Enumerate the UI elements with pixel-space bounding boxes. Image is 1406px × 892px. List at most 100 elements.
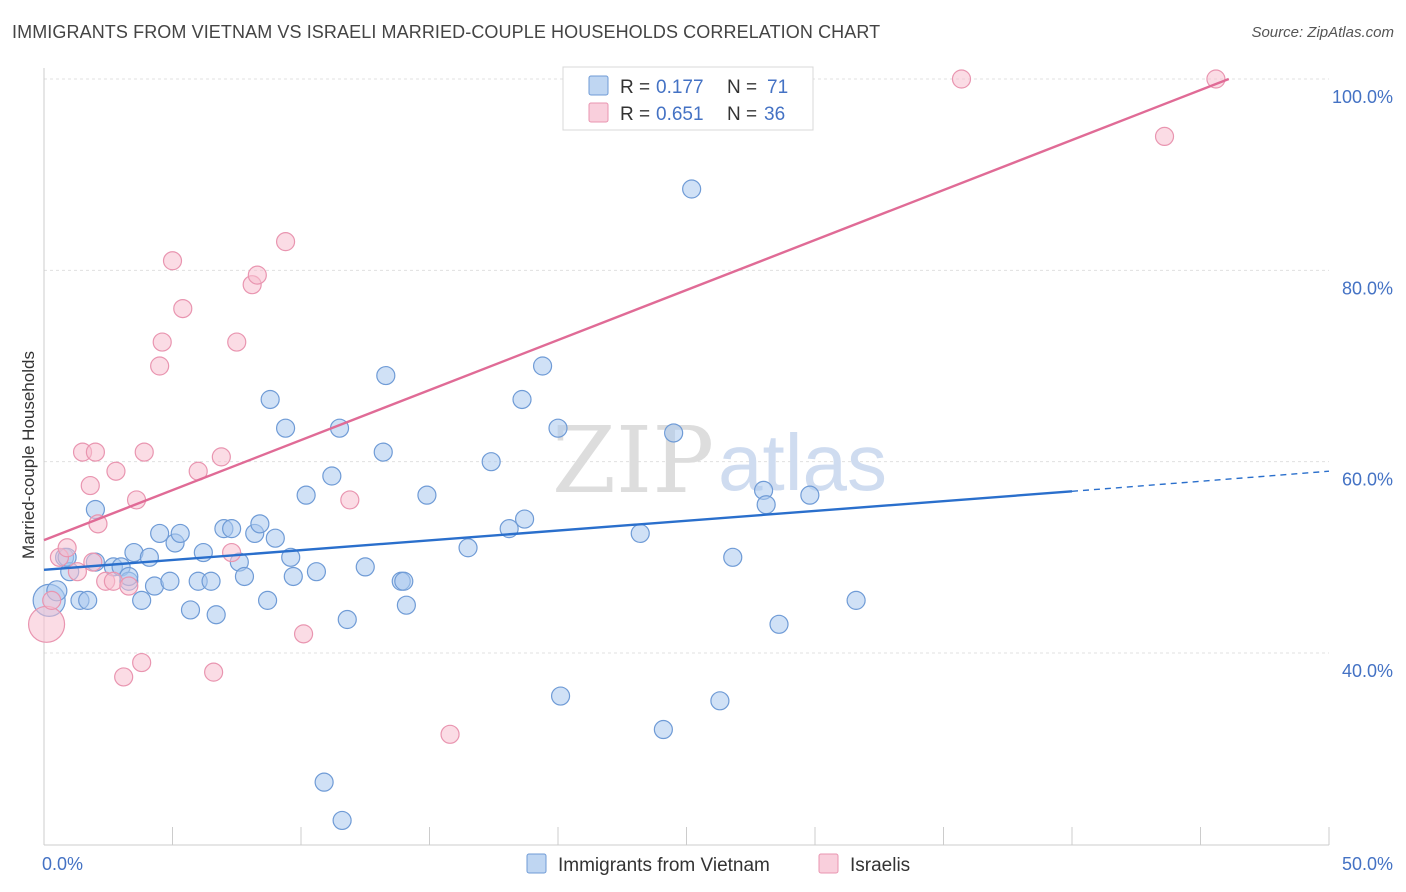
israelis-point (106, 461, 126, 481)
israelis-point (204, 662, 224, 682)
vietnam-point (376, 365, 396, 386)
series-legend-label: Immigrants from Vietnam (558, 855, 770, 876)
series-legend-swatch-blue (526, 853, 547, 874)
israelis-point (247, 265, 267, 285)
israelis-point (42, 590, 62, 610)
vietnam-point (260, 389, 280, 410)
israelis-point (211, 447, 231, 467)
israelis-point (222, 542, 242, 563)
vietnam-point (769, 614, 789, 634)
vietnam-point (234, 566, 255, 587)
israelis-point (173, 299, 193, 319)
vietnam-point (180, 600, 201, 620)
vietnam-point (394, 571, 414, 591)
israelis-point (57, 538, 77, 558)
vietnam-trend-line (43, 490, 1073, 571)
chart-title: IMMIGRANTS FROM VIETNAM VS ISRAELI MARRI… (12, 22, 881, 42)
watermark-zip: ZIP (552, 407, 714, 514)
x-tick-label: 0.0% (42, 854, 83, 874)
legend-n-label: N = (727, 77, 757, 98)
vietnam-point (532, 356, 553, 376)
israelis-point (132, 652, 152, 673)
data-points (27, 69, 1226, 831)
vietnam-point (281, 547, 301, 567)
vietnam-trend-line-extension (1071, 470, 1330, 493)
axes (43, 68, 1330, 846)
stats-legend: R = 0.177 N = 71 R = 0.651 N = 36 (562, 66, 814, 131)
vietnam-point (139, 547, 159, 567)
vietnam-point (846, 590, 866, 610)
israelis-point (134, 442, 154, 462)
israelis-point (83, 552, 103, 572)
legend-swatch-pink (588, 102, 609, 123)
israelis-point (27, 605, 66, 643)
vietnam-point (314, 772, 334, 792)
vietnam-point (417, 485, 437, 505)
vietnam-point (150, 523, 170, 544)
vietnam-point (201, 571, 221, 591)
stats-legend-row-vietnam: R = 0.177 N = 71 (588, 75, 788, 98)
israelis-point (275, 232, 296, 252)
y-tick-label: 100.0% (1332, 87, 1393, 107)
y-tick-label: 80.0% (1342, 278, 1393, 298)
israelis-point (440, 724, 460, 744)
vietnam-point (222, 519, 242, 539)
vietnam-point (332, 810, 352, 831)
vietnam-point (682, 179, 702, 199)
israelis-point (1154, 126, 1175, 146)
series-legend-item-vietnam[interactable]: Immigrants from Vietnam (526, 853, 770, 876)
vietnam-point (664, 423, 684, 443)
x-tick-label: 50.0% (1342, 854, 1393, 874)
legend-swatch-blue (588, 75, 609, 96)
vietnam-point (514, 509, 535, 529)
vietnam-point (206, 605, 226, 625)
trend-lines (43, 77, 1330, 571)
vietnam-point (630, 523, 650, 544)
israelis-point (119, 576, 139, 596)
vietnam-point (458, 538, 478, 558)
vietnam-point (132, 590, 152, 610)
legend-r-label: R = (620, 77, 650, 98)
israelis-point (85, 442, 106, 462)
israelis-point (152, 332, 172, 352)
y-tick-label: 40.0% (1342, 661, 1393, 681)
zipatlas-watermark: ZIP atlas (552, 407, 887, 514)
israelis-trend-line (43, 77, 1230, 542)
vietnam-point (250, 514, 270, 534)
vietnam-point (355, 557, 375, 577)
legend-n-label: N = (727, 104, 757, 125)
vietnam-point (296, 485, 316, 505)
legend-r-value: 0.651 (656, 104, 704, 125)
legend-r-label: R = (620, 104, 650, 125)
vietnam-point (322, 466, 342, 486)
vietnam-point (800, 485, 820, 505)
vietnam-point (265, 528, 285, 548)
vietnam-point (548, 418, 568, 438)
vietnam-point (275, 418, 296, 438)
vietnam-point (723, 547, 743, 567)
vietnam-point (550, 686, 571, 706)
series-legend-item-israelis[interactable]: Israelis (818, 853, 910, 876)
israelis-point (340, 490, 360, 510)
vietnam-point (306, 562, 327, 582)
vietnam-point (170, 523, 190, 544)
vietnam-point (396, 595, 416, 615)
israelis-point (162, 251, 183, 271)
israelis-point (150, 356, 170, 376)
y-tick-labels: 40.0% 60.0% 80.0% 100.0% (1332, 87, 1393, 681)
x-tick-labels: 0.0% 50.0% (42, 854, 1393, 874)
y-tick-label: 60.0% (1342, 470, 1393, 490)
israelis-point (114, 667, 134, 687)
legend-n-value: 36 (764, 104, 785, 125)
vietnam-point (257, 590, 278, 610)
vietnam-point (337, 609, 357, 630)
israelis-point (293, 624, 314, 644)
chart-source: Source: ZipAtlas.com (1251, 24, 1394, 41)
israelis-point (67, 562, 88, 582)
vietnam-point (283, 566, 303, 587)
series-legend-swatch-pink (818, 853, 839, 874)
vietnam-point (512, 389, 532, 410)
vietnam-point (78, 590, 98, 610)
vietnam-point (653, 719, 673, 740)
